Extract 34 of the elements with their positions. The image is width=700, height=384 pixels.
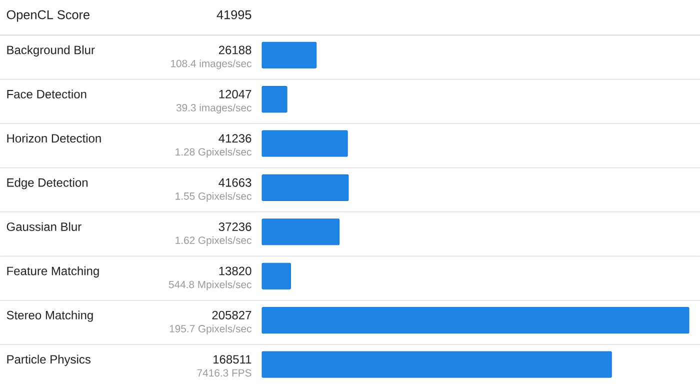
text: 1.28 Gpixels/sec [176, 148, 252, 158]
bar [262, 218, 340, 246]
text: 39.3 images/sec [176, 104, 252, 114]
data-label: 205827 [212, 310, 252, 320]
y-tick-label: Feature Matching [7, 266, 99, 278]
data-label: 13820 [219, 266, 252, 276]
y-tick-label: Gaussian Blur [6, 222, 82, 232]
data-label: 12047 [219, 90, 252, 98]
text: 544.8 Mpixels/sec [168, 280, 252, 290]
y-tick-label: Particle Physics [7, 354, 91, 366]
bar [262, 351, 612, 378]
bar [262, 174, 349, 201]
text: OpenCL Score [6, 10, 90, 22]
text: 195.7 Gpixels/sec [170, 324, 252, 334]
text: 7416.3 FPS [197, 369, 252, 377]
bar [262, 42, 317, 68]
y-tick-label: Face Detection [7, 90, 86, 98]
data-label: 41663 [218, 178, 252, 187]
y-tick-label: Horizon Detection [7, 134, 101, 143]
text: 1.55 Gpixels/sec [176, 192, 252, 202]
bar [262, 262, 291, 290]
y-tick-label: Stereo Matching [6, 310, 93, 322]
bar [262, 307, 690, 334]
y-tick-label: Edge Detection [7, 178, 88, 190]
y-tick-label: Background Blur [7, 45, 95, 57]
bar [262, 86, 288, 113]
bar [262, 130, 348, 157]
text: 1.62 Gpixels/sec [176, 236, 252, 246]
data-label: 168511 [214, 355, 252, 364]
data-label: 41236 [218, 134, 252, 143]
data-label: 26188 [218, 46, 252, 54]
data-label: 37236 [218, 222, 252, 232]
chart-subtitle: 41995 [216, 10, 252, 20]
text: 108.4 images/sec [171, 60, 252, 70]
